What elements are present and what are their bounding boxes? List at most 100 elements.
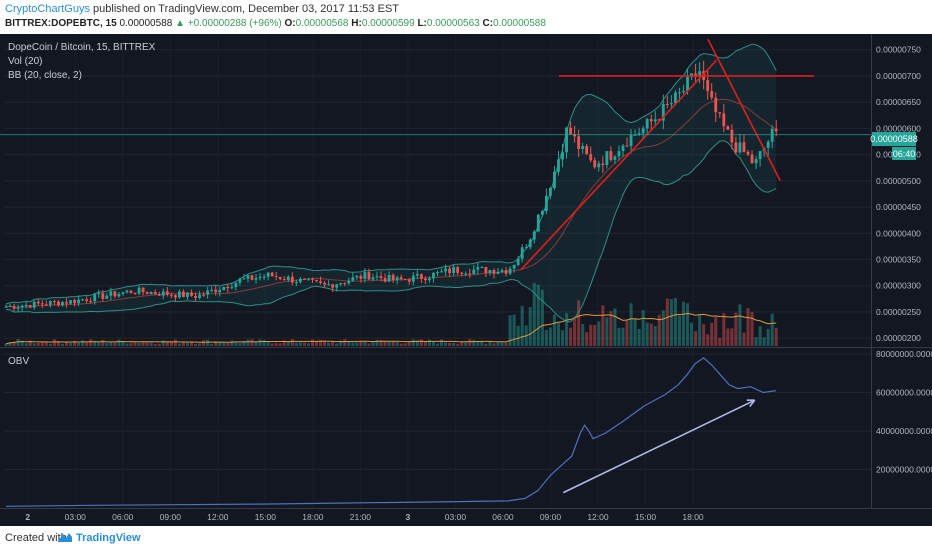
volume-bar: [40, 341, 44, 346]
candle-body: [641, 128, 645, 134]
close-value: 0.00000588: [493, 18, 546, 29]
volume-bar: [206, 339, 210, 346]
legend-vol: Vol (20): [8, 56, 42, 67]
candle-body: [468, 273, 472, 275]
volume-bar: [520, 305, 524, 346]
obv-trend-arrow: [562, 399, 756, 494]
bb-fill: [6, 44, 777, 322]
legend-bb: BB (20, close, 2): [8, 70, 82, 81]
volume-bar: [722, 313, 726, 346]
volume-bar: [371, 342, 375, 346]
volume-bar: [621, 327, 625, 346]
candle-body: [653, 119, 657, 122]
volume-bar: [641, 310, 645, 346]
candle-body: [28, 304, 32, 308]
author-link[interactable]: CryptoChartGuys: [5, 3, 90, 15]
last-price: 0.00000588: [119, 18, 173, 29]
candle-body: [581, 146, 585, 149]
candle-body: [629, 134, 633, 147]
candle-body: [186, 292, 189, 297]
volume-bar: [246, 339, 250, 346]
candle-body: [343, 282, 347, 284]
volume-bar: [335, 343, 339, 346]
candle-body: [544, 195, 548, 212]
volume-bar: [552, 314, 556, 346]
chart-canvas[interactable]: 0.00000750 0.00000700 0.00000650 0.00000600…: [0, 34, 932, 526]
volume-bar: [427, 339, 431, 346]
open-label: O:: [284, 18, 296, 29]
volume-bar: [32, 343, 36, 346]
candle-body: [44, 304, 48, 306]
candle-body: [367, 272, 371, 280]
volume-bar: [758, 326, 762, 346]
price-tag-text: 0.00000588: [870, 134, 918, 144]
candle-body: [456, 267, 460, 273]
candle-body: [621, 145, 625, 152]
volume-bar: [391, 340, 395, 346]
candle-body: [57, 301, 60, 306]
volume-bar: [226, 342, 230, 346]
volume-bar: [157, 343, 161, 346]
volume-bar: [250, 339, 254, 346]
trendline: [707, 38, 781, 182]
publish-line: CryptoChartGuys published on TradingView…: [5, 3, 399, 15]
volume-bar: [339, 340, 343, 346]
time-tick-label: 21:00: [350, 512, 372, 522]
candle-body: [472, 269, 476, 275]
candle-body: [444, 268, 447, 272]
volume-bar: [698, 315, 702, 346]
candle-body: [432, 272, 435, 279]
tradingview-brand-link[interactable]: TradingView: [76, 532, 141, 544]
candle-body: [298, 278, 302, 283]
candle-body: [399, 277, 403, 280]
obv-tick-label: 80000000.0000: [876, 349, 932, 359]
grid: [4, 34, 871, 508]
volume-bar: [36, 342, 40, 346]
candle-body: [766, 141, 770, 148]
volume-bar: [718, 337, 722, 346]
candle-body: [605, 151, 609, 166]
candlesticks: [4, 60, 778, 313]
volume-bar: [327, 342, 331, 346]
candle-body: [553, 171, 556, 189]
chart-background: [0, 34, 932, 526]
candle-body: [686, 77, 689, 92]
candle-body: [36, 301, 40, 304]
candle-body: [476, 267, 480, 270]
candle-body: [569, 127, 572, 135]
volume-bar: [133, 341, 137, 346]
candle-body: [383, 278, 387, 282]
volume-bar: [290, 339, 294, 346]
candle-body: [649, 119, 653, 122]
volume-bar: [468, 339, 472, 346]
candle-body: [97, 293, 101, 295]
volume-bar: [734, 312, 738, 346]
volume-bar: [294, 342, 298, 346]
candle-body: [363, 272, 367, 279]
candle-body: [210, 289, 214, 291]
volume-bar: [52, 339, 56, 346]
chart-header: CryptoChartGuys published on TradingView…: [0, 0, 932, 34]
time-tick-label: 03:00: [65, 512, 87, 522]
candle-body: [678, 92, 681, 94]
candle-body: [323, 282, 326, 285]
volume-bar: [367, 343, 371, 346]
volume-bar: [464, 342, 468, 346]
obv-line: [5, 357, 777, 507]
volume-bar: [565, 313, 569, 346]
volume-bar: [714, 317, 718, 346]
volume-bar: [766, 328, 770, 346]
price-tick-label: 0.00000200: [876, 333, 921, 343]
candle-body: [528, 239, 532, 248]
volume-bar: [589, 324, 593, 346]
candle-body: [375, 276, 379, 278]
volume-bar: [60, 343, 65, 346]
candle-body: [565, 127, 568, 153]
low-label: L:: [417, 18, 427, 29]
candle-body: [8, 305, 12, 307]
candle-body: [194, 295, 197, 298]
volume-bar: [669, 299, 673, 346]
volume-bar: [702, 324, 706, 346]
volume-bar: [540, 289, 544, 346]
volume-bar: [266, 341, 270, 346]
